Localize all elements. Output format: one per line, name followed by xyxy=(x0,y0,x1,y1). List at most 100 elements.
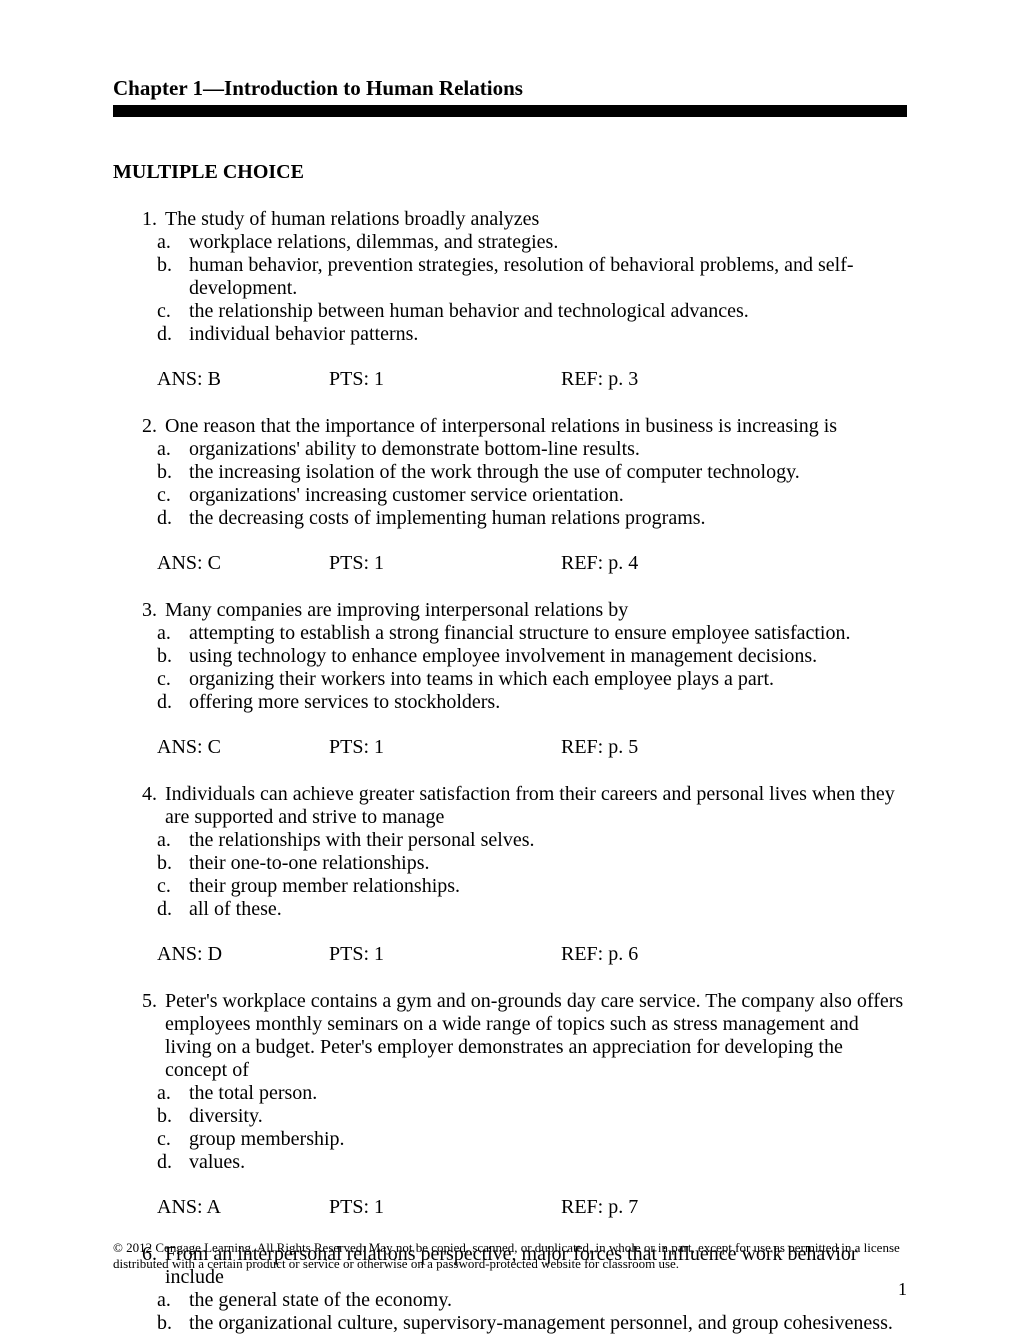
title-bar xyxy=(113,105,907,117)
option-letter: a. xyxy=(157,231,189,254)
option-text: using technology to enhance employee inv… xyxy=(189,645,907,668)
option-letter: d. xyxy=(157,691,189,714)
copyright-footer: © 2012 Cengage Learning. All Rights Rese… xyxy=(113,1240,907,1273)
option-letter: a. xyxy=(157,622,189,645)
page-number: 1 xyxy=(898,1279,907,1300)
option-text: their group member relationships. xyxy=(189,875,907,898)
question-stem-line: 3.Many companies are improving interpers… xyxy=(113,599,907,622)
option-line: b.their one-to-one relationships. xyxy=(113,852,907,875)
option-letter: b. xyxy=(157,645,189,668)
option-text: individual behavior patterns. xyxy=(189,323,907,346)
option-letter: c. xyxy=(157,668,189,691)
option-line: b.the organizational culture, supervisor… xyxy=(113,1312,907,1335)
points-value: PTS: 1 xyxy=(329,943,561,966)
option-line: a.workplace relations, dilemmas, and str… xyxy=(113,231,907,254)
option-text: offering more services to stockholders. xyxy=(189,691,907,714)
option-line: c.organizing their workers into teams in… xyxy=(113,668,907,691)
option-line: d.offering more services to stockholders… xyxy=(113,691,907,714)
option-text: human behavior, prevention strategies, r… xyxy=(189,254,907,300)
option-letter: d. xyxy=(157,323,189,346)
option-text: all of these. xyxy=(189,898,907,921)
question-number: 5. xyxy=(113,990,165,1013)
question-number: 4. xyxy=(113,783,165,806)
section-header: MULTIPLE CHOICE xyxy=(113,161,907,184)
option-line: b.diversity. xyxy=(113,1105,907,1128)
answer-value: ANS: D xyxy=(157,943,329,966)
option-letter: b. xyxy=(157,852,189,875)
question-block: 2.One reason that the importance of inte… xyxy=(113,415,907,575)
option-line: a.the total person. xyxy=(113,1082,907,1105)
option-letter: a. xyxy=(157,438,189,461)
questions-container: 1.The study of human relations broadly a… xyxy=(113,208,907,1335)
option-line: c.their group member relationships. xyxy=(113,875,907,898)
question-number: 3. xyxy=(113,599,165,622)
option-text: values. xyxy=(189,1151,907,1174)
reference-value: REF: p. 4 xyxy=(561,552,907,575)
question-stem: One reason that the importance of interp… xyxy=(165,415,907,438)
option-line: c.the relationship between human behavio… xyxy=(113,300,907,323)
option-text: organizing their workers into teams in w… xyxy=(189,668,907,691)
option-text: diversity. xyxy=(189,1105,907,1128)
question-stem-line: 4.Individuals can achieve greater satisf… xyxy=(113,783,907,829)
question-block: 1.The study of human relations broadly a… xyxy=(113,208,907,391)
points-value: PTS: 1 xyxy=(329,368,561,391)
option-text: the relationships with their personal se… xyxy=(189,829,907,852)
question-block: 4.Individuals can achieve greater satisf… xyxy=(113,783,907,966)
option-letter: c. xyxy=(157,300,189,323)
meta-indent xyxy=(113,736,157,759)
option-letter: a. xyxy=(157,1082,189,1105)
reference-value: REF: p. 6 xyxy=(561,943,907,966)
reference-value: REF: p. 7 xyxy=(561,1196,907,1219)
points-value: PTS: 1 xyxy=(329,552,561,575)
option-line: a.the general state of the economy. xyxy=(113,1289,907,1312)
reference-value: REF: p. 5 xyxy=(561,736,907,759)
answer-meta-line: ANS: APTS: 1REF: p. 7 xyxy=(113,1196,907,1219)
option-text: the increasing isolation of the work thr… xyxy=(189,461,907,484)
option-text: the total person. xyxy=(189,1082,907,1105)
answer-value: ANS: B xyxy=(157,368,329,391)
option-line: a.the relationships with their personal … xyxy=(113,829,907,852)
option-line: d.values. xyxy=(113,1151,907,1174)
option-text: the organizational culture, supervisory-… xyxy=(189,1312,907,1335)
option-letter: b. xyxy=(157,461,189,484)
answer-value: ANS: C xyxy=(157,736,329,759)
option-line: b.human behavior, prevention strategies,… xyxy=(113,254,907,300)
question-block: 3.Many companies are improving interpers… xyxy=(113,599,907,759)
option-letter: b. xyxy=(157,1105,189,1128)
question-number: 1. xyxy=(113,208,165,231)
option-line: d.the decreasing costs of implementing h… xyxy=(113,507,907,530)
question-stem-line: 1.The study of human relations broadly a… xyxy=(113,208,907,231)
option-text: organizations' ability to demonstrate bo… xyxy=(189,438,907,461)
question-number: 2. xyxy=(113,415,165,438)
option-text: the decreasing costs of implementing hum… xyxy=(189,507,907,530)
points-value: PTS: 1 xyxy=(329,1196,561,1219)
question-stem-line: 2.One reason that the importance of inte… xyxy=(113,415,907,438)
answer-meta-line: ANS: DPTS: 1REF: p. 6 xyxy=(113,943,907,966)
option-line: a.organizations' ability to demonstrate … xyxy=(113,438,907,461)
page: Chapter 1—Introduction to Human Relation… xyxy=(0,0,1020,1320)
meta-indent xyxy=(113,943,157,966)
option-line: b.using technology to enhance employee i… xyxy=(113,645,907,668)
option-line: d.all of these. xyxy=(113,898,907,921)
option-line: c.group membership. xyxy=(113,1128,907,1151)
meta-indent xyxy=(113,1196,157,1219)
question-block: 5.Peter's workplace contains a gym and o… xyxy=(113,990,907,1219)
meta-indent xyxy=(113,552,157,575)
option-letter: d. xyxy=(157,507,189,530)
answer-value: ANS: C xyxy=(157,552,329,575)
option-letter: a. xyxy=(157,1289,189,1312)
option-text: workplace relations, dilemmas, and strat… xyxy=(189,231,907,254)
option-letter: d. xyxy=(157,1151,189,1174)
option-letter: c. xyxy=(157,484,189,507)
question-stem: Many companies are improving interperson… xyxy=(165,599,907,622)
option-letter: b. xyxy=(157,254,189,277)
reference-value: REF: p. 3 xyxy=(561,368,907,391)
option-text: the general state of the economy. xyxy=(189,1289,907,1312)
option-letter: a. xyxy=(157,829,189,852)
option-letter: d. xyxy=(157,898,189,921)
option-text: organizations' increasing customer servi… xyxy=(189,484,907,507)
answer-meta-line: ANS: CPTS: 1REF: p. 4 xyxy=(113,552,907,575)
answer-meta-line: ANS: CPTS: 1REF: p. 5 xyxy=(113,736,907,759)
question-stem: The study of human relations broadly ana… xyxy=(165,208,907,231)
meta-indent xyxy=(113,368,157,391)
